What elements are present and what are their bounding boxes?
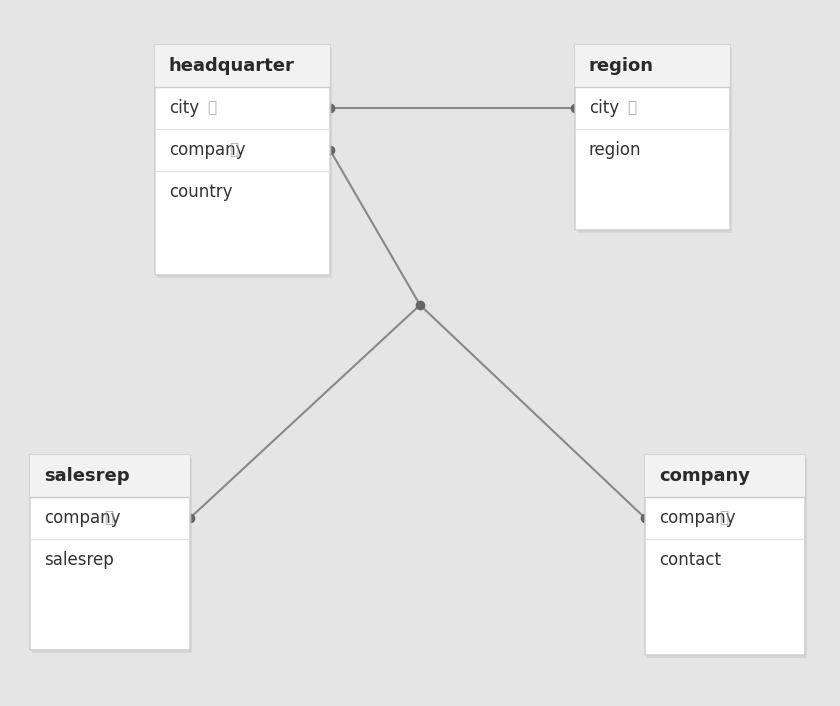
Text: country: country bbox=[169, 183, 233, 201]
Text: ⚿: ⚿ bbox=[720, 510, 728, 525]
FancyBboxPatch shape bbox=[32, 458, 192, 653]
Bar bbox=[155, 45, 330, 87]
Text: company: company bbox=[659, 467, 750, 485]
Text: city: city bbox=[169, 99, 199, 117]
FancyBboxPatch shape bbox=[575, 45, 730, 230]
Text: ⚿: ⚿ bbox=[627, 100, 636, 116]
FancyBboxPatch shape bbox=[157, 48, 332, 278]
Text: ⚿: ⚿ bbox=[229, 143, 239, 157]
Bar bbox=[645, 455, 805, 497]
Text: region: region bbox=[589, 57, 654, 75]
Text: company: company bbox=[44, 509, 120, 527]
Bar bbox=[575, 45, 730, 87]
Text: company: company bbox=[169, 141, 245, 159]
Text: salesrep: salesrep bbox=[44, 551, 113, 569]
Bar bbox=[30, 455, 190, 497]
Text: ⚿: ⚿ bbox=[207, 100, 216, 116]
FancyBboxPatch shape bbox=[30, 455, 190, 650]
FancyBboxPatch shape bbox=[577, 48, 732, 233]
Text: salesrep: salesrep bbox=[44, 467, 129, 485]
Text: company: company bbox=[659, 509, 736, 527]
FancyBboxPatch shape bbox=[155, 45, 330, 275]
Text: region: region bbox=[589, 141, 642, 159]
FancyBboxPatch shape bbox=[647, 458, 807, 658]
Text: ⚿: ⚿ bbox=[104, 510, 113, 525]
FancyBboxPatch shape bbox=[645, 455, 805, 655]
Text: headquarter: headquarter bbox=[169, 57, 295, 75]
Text: city: city bbox=[589, 99, 619, 117]
Text: contact: contact bbox=[659, 551, 721, 569]
